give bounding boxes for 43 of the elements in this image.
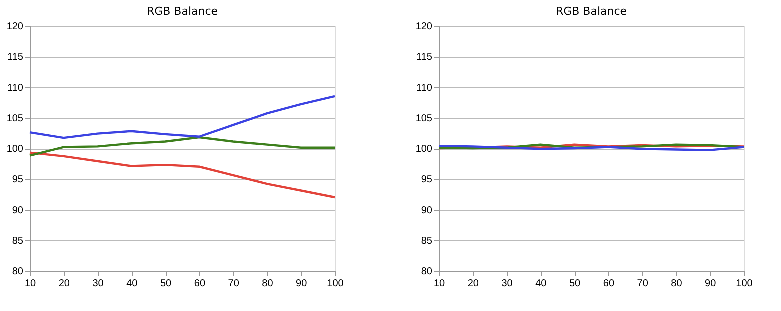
x-tick-label: 10 xyxy=(24,278,36,290)
x-tick-label: 10 xyxy=(434,278,446,290)
x-tick-label: 40 xyxy=(536,278,548,290)
x-tick-label: 50 xyxy=(160,278,172,290)
x-tick-label: 30 xyxy=(502,278,514,290)
x-tick-label: 30 xyxy=(92,278,104,290)
line-series xyxy=(28,152,336,199)
y-tick-label: 95 xyxy=(12,174,24,186)
y-tick-label: 110 xyxy=(416,82,433,94)
y-tick-label: 85 xyxy=(421,236,433,247)
x-tick-label: 60 xyxy=(603,278,615,290)
line-series xyxy=(28,136,336,157)
y-tick-label: 110 xyxy=(8,82,24,94)
x-tick-label: 50 xyxy=(569,278,582,290)
y-tick-label: 115 xyxy=(8,52,24,64)
y-tick-label: 80 xyxy=(421,266,433,278)
x-tick-label: 40 xyxy=(126,278,138,290)
y-tick-label: 115 xyxy=(416,52,433,64)
x-tick-label: 80 xyxy=(671,278,683,290)
x-tick-label: 100 xyxy=(736,278,754,290)
x-tick-label: 90 xyxy=(705,278,717,290)
x-tick-label: 70 xyxy=(637,278,649,290)
y-tick-label: 90 xyxy=(12,205,24,216)
y-tick-label: 100 xyxy=(416,144,433,155)
x-tick-label: 20 xyxy=(58,278,70,290)
y-tick-label: 100 xyxy=(6,144,24,155)
y-tick-label: 85 xyxy=(12,236,24,247)
y-tick-label: 105 xyxy=(416,113,433,124)
x-tick-label: 60 xyxy=(194,278,206,290)
y-tick-label: 105 xyxy=(6,113,24,124)
x-tick-label: 100 xyxy=(327,278,344,290)
chart-title: RGB Balance xyxy=(146,5,218,18)
x-tick-label: 80 xyxy=(262,278,274,290)
line-series xyxy=(28,95,336,140)
y-tick-label: 120 xyxy=(416,22,433,32)
chart-title: RGB Balance xyxy=(556,5,628,18)
y-tick-label: 120 xyxy=(6,22,24,32)
y-tick-label: 80 xyxy=(12,266,24,278)
y-tick-label: 95 xyxy=(421,174,433,186)
x-tick-label: 70 xyxy=(228,278,240,290)
y-tick-label: 90 xyxy=(421,205,433,216)
x-tick-label: 90 xyxy=(296,278,308,290)
x-tick-label: 20 xyxy=(468,278,480,290)
